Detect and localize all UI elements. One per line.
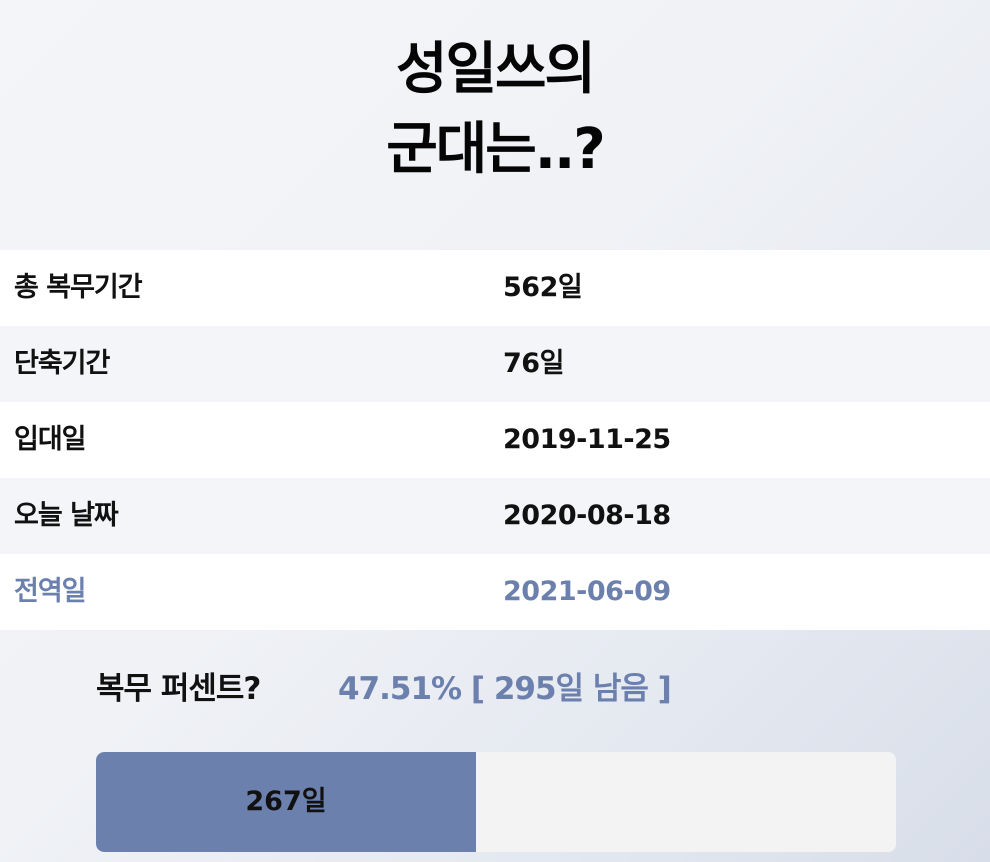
service-percent-label: 복무 퍼센트? bbox=[96, 671, 261, 707]
info-label: 입대일 bbox=[14, 424, 87, 455]
info-row-enlistment-date: 입대일 2019-11-25 bbox=[0, 402, 990, 478]
service-percent-value: 47.51% [ 295일 남음 ] bbox=[337, 671, 672, 707]
service-percent-line: 복무 퍼센트? 47.51% [ 295일 남음 ] bbox=[96, 664, 672, 714]
info-value: 562일 bbox=[503, 272, 583, 303]
info-value: 76일 bbox=[503, 348, 564, 379]
info-row-reduction-period: 단축기간 76일 bbox=[0, 326, 990, 402]
service-progress-days-served: 267일 bbox=[245, 786, 327, 817]
info-label: 오늘 날짜 bbox=[14, 500, 119, 531]
service-progress-fill: 267일 bbox=[96, 752, 476, 852]
info-value: 2021-06-09 bbox=[503, 576, 671, 607]
info-row-today-date: 오늘 날짜 2020-08-18 bbox=[0, 478, 990, 554]
page-title-line-1: 성일쓰의 bbox=[395, 37, 596, 102]
service-info-table: 총 복무기간 562일 단축기간 76일 입대일 2019-11-25 오늘 날… bbox=[0, 250, 990, 630]
info-value: 2019-11-25 bbox=[503, 424, 671, 455]
info-row-total-period: 총 복무기간 562일 bbox=[0, 250, 990, 326]
info-label: 총 복무기간 bbox=[14, 272, 143, 303]
info-label: 전역일 bbox=[14, 576, 87, 607]
service-progress-bar: 267일 bbox=[96, 752, 896, 852]
info-label: 단축기간 bbox=[14, 348, 110, 379]
info-value: 2020-08-18 bbox=[503, 500, 671, 531]
page-title-line-2: 군대는..? bbox=[386, 117, 606, 182]
info-row-discharge-date: 전역일 2021-06-09 bbox=[0, 554, 990, 630]
title-block: 성일쓰의 군대는..? bbox=[0, 30, 990, 190]
